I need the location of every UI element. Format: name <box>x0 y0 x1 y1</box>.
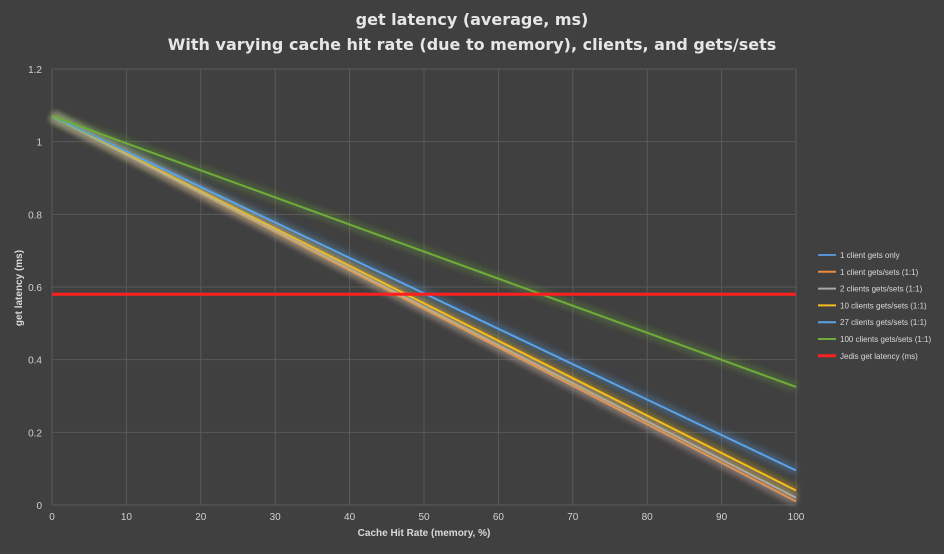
legend-label: 1 client gets only <box>840 251 900 260</box>
legend: 1 client gets only 1 client gets/sets (1:… <box>818 251 931 361</box>
x-tick-label: 100 <box>788 512 805 523</box>
y-tick-label: 0.4 <box>28 356 42 367</box>
x-tick-label: 40 <box>344 512 356 523</box>
legend-label: 100 clients gets/sets (1:1) <box>840 335 931 344</box>
x-tick-label: 20 <box>195 512 207 523</box>
y-tick-labels: 0 0.2 0.4 0.6 0.8 1 1.2 <box>28 65 42 512</box>
x-tick-label: 0 <box>49 512 55 523</box>
x-tick-label: 10 <box>121 512 133 523</box>
y-tick-label: 0.2 <box>28 428 42 439</box>
gridlines <box>51 68 797 506</box>
x-tick-label: 60 <box>493 512 505 523</box>
chart-title: get latency (average, ms) <box>356 10 589 29</box>
series-lines <box>49 111 799 506</box>
y-tick-label: 1.2 <box>28 65 42 76</box>
x-tick-labels: 0 10 20 30 40 50 60 70 80 90 100 <box>49 512 805 523</box>
x-tick-label: 80 <box>642 512 654 523</box>
y-tick-label: 1 <box>36 138 42 149</box>
series-line-6 <box>51 115 797 388</box>
legend-label: 10 clients gets/sets (1:1) <box>840 301 927 310</box>
chart-subtitle: With varying cache hit rate (due to memo… <box>168 35 776 54</box>
x-tick-label: 50 <box>418 512 430 523</box>
y-tick-label: 0.8 <box>28 210 42 221</box>
y-tick-label: 0.6 <box>28 283 42 294</box>
legend-label: 1 client gets/sets (1:1) <box>840 268 919 277</box>
y-axis-label: get latency (ms) <box>14 250 25 326</box>
x-tick-label: 90 <box>716 512 728 523</box>
legend-label: 2 clients gets/sets (1:1) <box>840 285 923 294</box>
x-axis-label: Cache Hit Rate (memory, %) <box>358 528 491 539</box>
legend-label: Jedis get latency (ms) <box>840 352 918 361</box>
y-tick-label: 0 <box>36 501 42 512</box>
legend-label: 27 clients gets/sets (1:1) <box>840 318 927 327</box>
x-tick-label: 70 <box>567 512 579 523</box>
x-tick-label: 30 <box>270 512 282 523</box>
